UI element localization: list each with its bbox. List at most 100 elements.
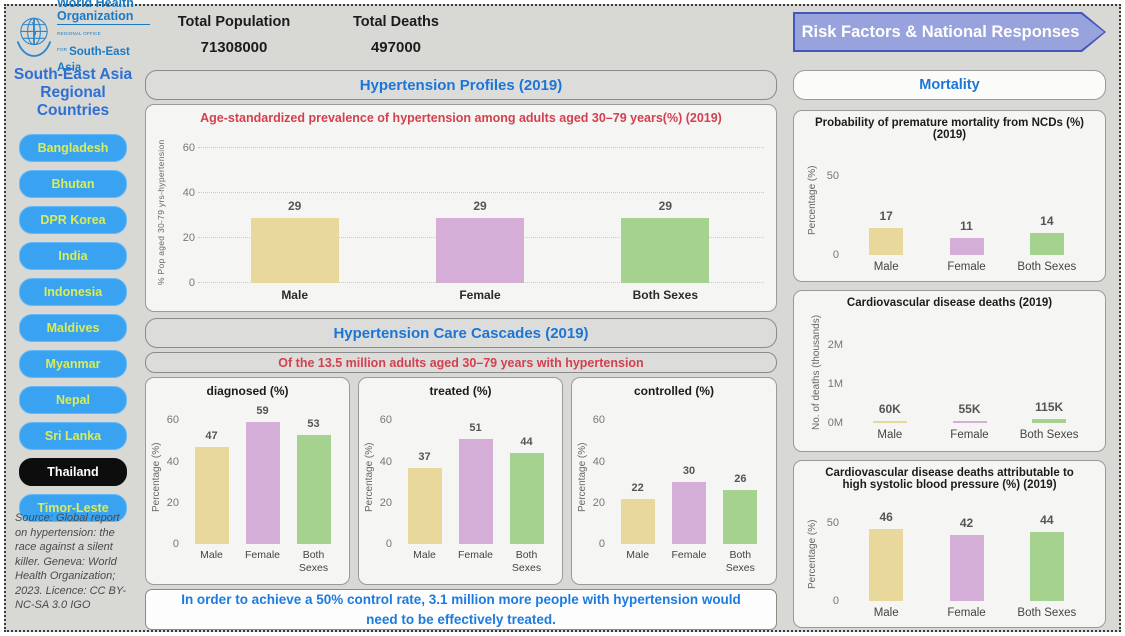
value-label: 11 [960, 218, 973, 233]
sidebar-title: South-East Asia Regional Countries [13, 66, 133, 119]
ncd-mortality-title: Probability of premature mortality from … [814, 117, 1084, 141]
cvd-deaths-chart: 0M 1M 2M No. of deaths (thousands) 60K Male 55… [811, 314, 1089, 441]
sidebar-item-dpr-korea[interactable]: DPR Korea [19, 206, 127, 234]
category-label: Both Sexes [298, 549, 329, 575]
y-tick: 20 [182, 231, 195, 244]
treated-chart-title: treated (%) [429, 384, 492, 398]
control-rate-note-text: In order to achieve a 50% control rate, … [181, 591, 741, 627]
value-label: 47 [205, 430, 218, 443]
cvd-hsbp-panel: Cardiovascular disease deaths attributab… [793, 460, 1106, 628]
control-rate-note: In order to achieve a 50% control rate, … [145, 589, 777, 630]
who-name-line2: Organization [57, 8, 134, 23]
sidebar-item-nepal[interactable]: Nepal [19, 386, 127, 414]
diagnosed-chart-panel: diagnosed (%) 0 20 40 60 Percentage (%) 47 Mal… [145, 377, 350, 585]
prevalence-chart-title: Age-standardized prevalence of hypertens… [200, 111, 722, 125]
y-tick: 2M [827, 338, 843, 351]
value-label: 60K [878, 401, 901, 416]
who-name-line1: World Health [57, 0, 134, 10]
page-frame: World Health Organization REGIONAL OFFIC… [4, 0, 1121, 632]
prevalence-chart-panel: Age-standardized prevalence of hypertens… [145, 104, 777, 312]
bar-male [250, 217, 339, 283]
value-label: 22 [631, 481, 644, 494]
risk-factors-button[interactable]: Risk Factors & National Responses [793, 12, 1106, 52]
category-label: Both Sexes [632, 288, 698, 302]
sidebar-item-thailand[interactable]: Thailand [19, 458, 127, 486]
value-label: 51 [469, 421, 482, 434]
bar-female [436, 217, 524, 283]
value-label: 37 [418, 450, 431, 463]
sidebar-item-timor-leste[interactable]: Timor-Leste [19, 494, 127, 522]
country-list: Bangladesh Bhutan DPR Korea India Indonesia M… [6, 134, 140, 530]
who-region-label: South-East Asia [57, 45, 130, 74]
category-label: Female [947, 607, 986, 619]
cvd-deaths-title: Cardiovascular disease deaths (2019) [846, 297, 1053, 309]
value-label: 29 [658, 198, 672, 213]
category-label: Female [950, 429, 989, 441]
bar-female [245, 422, 280, 544]
total-population-value: 71308000 [200, 39, 268, 56]
y-axis-label: Percentage (%) [577, 442, 588, 512]
controlled-chart-title: controlled (%) [634, 384, 714, 398]
total-deaths: Total Deaths 497000 [336, 14, 456, 56]
total-deaths-value: 497000 [370, 39, 422, 56]
gridline [198, 191, 764, 193]
ncd-mortality-panel: Probability of premature mortality from … [793, 110, 1106, 282]
value-label: 14 [1040, 214, 1054, 228]
treated-chart-panel: treated (%) 0 20 40 60 Percentage (%) 37 Male 5… [358, 377, 563, 585]
cvd-deaths-panel: Cardiovascular disease deaths (2019) 0M 1… [793, 290, 1106, 452]
total-population: Total Population 71308000 [164, 14, 304, 56]
y-tick: 40 [166, 455, 179, 468]
bar-male [407, 467, 442, 544]
bar-male [872, 420, 907, 423]
category-label: Both Sexes [1017, 261, 1077, 273]
cvd-hsbp-chart: 0 50 Percentage (%) 46 Male 42 Female 44 Both Se… [807, 507, 1087, 619]
category-label: Both Sexes [1019, 429, 1079, 441]
treated-chart: 0 20 40 60 Percentage (%) 37 Male 51 Female 44 Bot… [364, 410, 552, 574]
bar-female [952, 420, 987, 423]
country-sidebar: South-East Asia Regional Countries Bangl… [6, 62, 140, 630]
y-tick: 0 [172, 538, 179, 550]
profiles-section-header: Hypertension Profiles (2019) [145, 70, 777, 100]
value-label: 29 [473, 198, 487, 213]
value-label: 59 [256, 405, 269, 418]
total-deaths-label: Total Deaths [353, 14, 439, 30]
bar-male [194, 447, 229, 544]
diagnosed-chart-title: diagnosed (%) [206, 384, 289, 398]
prevalence-chart: 0 20 40 60 % Pop aged 30-79 yrs-hypertension… [156, 139, 764, 302]
sidebar-item-bangladesh[interactable]: Bangladesh [19, 134, 127, 162]
value-label: 44 [1040, 513, 1054, 528]
category-label: Male [873, 607, 899, 619]
category-label: Both Sexes [725, 549, 755, 575]
y-tick: 0M [827, 417, 843, 429]
sidebar-item-bhutan[interactable]: Bhutan [19, 170, 127, 198]
category-label: Female [947, 261, 986, 273]
category-label: Female [244, 549, 280, 561]
total-population-label: Total Population [177, 14, 291, 30]
sidebar-item-indonesia[interactable]: Indonesia [19, 278, 127, 306]
value-label: 42 [959, 516, 974, 531]
y-tick: 40 [182, 186, 195, 199]
category-label: Male [873, 261, 899, 273]
y-tick: 40 [379, 455, 392, 468]
value-label: 26 [734, 473, 747, 486]
category-label: Male [281, 288, 308, 302]
sidebar-item-sri-lanka[interactable]: Sri Lanka [19, 422, 127, 450]
sidebar-item-india[interactable]: India [19, 242, 127, 270]
bar-male [869, 228, 904, 255]
category-label: Female [457, 549, 493, 561]
sidebar-item-myanmar[interactable]: Myanmar [19, 350, 127, 378]
bar-female [672, 482, 706, 544]
category-label: Male [200, 549, 223, 561]
value-label: 55K [958, 401, 981, 416]
bar-female [458, 438, 493, 544]
sidebar-item-maldives[interactable]: Maldives [19, 314, 127, 342]
y-tick: 60 [166, 414, 179, 427]
mortality-tab[interactable]: Mortality [793, 70, 1106, 100]
logo-divider [57, 24, 150, 26]
y-tick: 0 [598, 538, 605, 550]
bar-both-sexes [1029, 233, 1064, 255]
y-axis-label: Percentage (%) [807, 519, 818, 589]
controlled-chart-panel: controlled (%) 0 20 40 60 Percentage (%) 22 Ma… [571, 377, 777, 585]
bar-both-sexes [509, 453, 544, 544]
bar-both-sexes [1029, 532, 1064, 601]
